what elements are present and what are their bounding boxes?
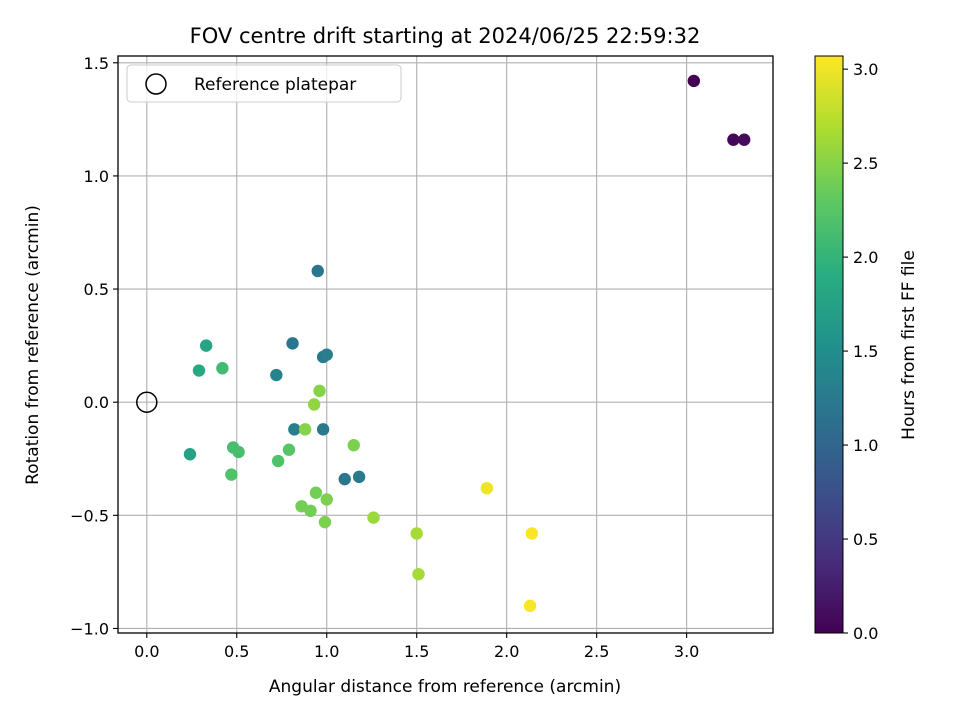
x-axis-ticks: 0.0 0.5 1.0 1.5 2.0 2.5 3.0 <box>134 633 699 661</box>
scatter-point <box>313 384 326 398</box>
scatter-point <box>318 515 332 529</box>
y-tick-label: 1.0 <box>84 167 109 186</box>
scatter-point <box>523 599 537 613</box>
scatter-point <box>307 398 321 411</box>
colorbar: 0.0 0.5 1.0 1.5 2.0 2.5 3.0 Hours from first F… <box>814 55 919 643</box>
reference-marker-group <box>136 391 158 413</box>
y-tick-label: 1.5 <box>84 54 109 73</box>
x-tick-label: 1.0 <box>314 642 339 661</box>
colorbar-tick-label: 0.5 <box>853 530 878 549</box>
y-axis-label: Rotation from reference (arcmin) <box>23 205 43 485</box>
scatter-point <box>183 448 197 461</box>
y-axis-ticks: −1.0 −0.5 0.0 0.5 1.0 1.5 <box>70 54 118 638</box>
scatter-point <box>480 481 494 495</box>
scatter-point <box>286 337 299 350</box>
data-points <box>183 74 751 613</box>
scatter-point <box>352 470 366 484</box>
scatter-point <box>309 486 323 499</box>
legend-marker <box>145 73 167 95</box>
x-tick-label: 1.5 <box>404 642 429 661</box>
grid <box>118 56 773 633</box>
colorbar-tick-label: 1.5 <box>853 342 878 361</box>
scatter-point <box>304 504 317 518</box>
scatter-point <box>525 527 539 540</box>
scatter-point <box>216 362 229 375</box>
y-tick-label: 0.5 <box>84 280 109 299</box>
y-tick-label: −1.0 <box>70 619 109 638</box>
colorbar-label: Hours from first FF file <box>899 250 919 440</box>
scatter-point <box>412 567 425 581</box>
scatter-point <box>288 423 301 436</box>
scatter-point <box>270 368 283 382</box>
scatter-point <box>687 74 701 88</box>
scatter-point <box>367 511 380 524</box>
colorbar-tick-label: 3.0 <box>853 60 878 79</box>
legend: Reference platepar <box>126 64 402 103</box>
y-tick-label: 0.0 <box>84 393 109 412</box>
legend-box <box>126 64 402 103</box>
scatter-point <box>320 348 333 361</box>
scatter-point <box>338 472 351 486</box>
reference-platepar-marker <box>136 391 158 413</box>
colorbar-tick-label: 0.0 <box>853 624 878 643</box>
x-tick-label: 3.0 <box>674 642 699 661</box>
scatter-point <box>192 364 206 377</box>
scatter-point <box>320 493 333 506</box>
colorbar-tick-label: 2.5 <box>853 154 878 173</box>
scatter-point <box>232 445 245 459</box>
x-tick-label: 2.0 <box>494 642 519 661</box>
scatter-point <box>298 423 312 436</box>
colorbar-ticks: 0.0 0.5 1.0 1.5 2.0 2.5 3.0 <box>843 60 878 643</box>
y-tick-label: −0.5 <box>70 506 109 525</box>
scatter-point <box>347 438 360 452</box>
scatter-point <box>410 527 423 540</box>
scatter-point <box>316 423 330 436</box>
x-tick-label: 2.5 <box>584 642 609 661</box>
legend-label: Reference platepar <box>194 75 356 95</box>
scatter-point <box>738 133 751 146</box>
plot-frame <box>117 55 774 634</box>
scatter-point <box>311 264 324 278</box>
scatter-point <box>282 443 296 456</box>
scatter-point <box>727 133 740 146</box>
x-axis-label: Angular distance from reference (arcmin) <box>269 677 621 697</box>
scatter-point <box>271 454 285 468</box>
x-tick-label: 0.5 <box>224 642 249 661</box>
colorbar-tick-label: 1.0 <box>853 436 878 455</box>
colorbar-tick-label: 2.0 <box>853 248 878 267</box>
scatter-point <box>225 468 238 481</box>
chart-title: FOV centre drift starting at 2024/06/25 … <box>190 24 701 48</box>
x-tick-label: 0.0 <box>134 642 159 661</box>
scatter-point <box>199 339 213 352</box>
colorbar-gradient <box>814 55 844 634</box>
